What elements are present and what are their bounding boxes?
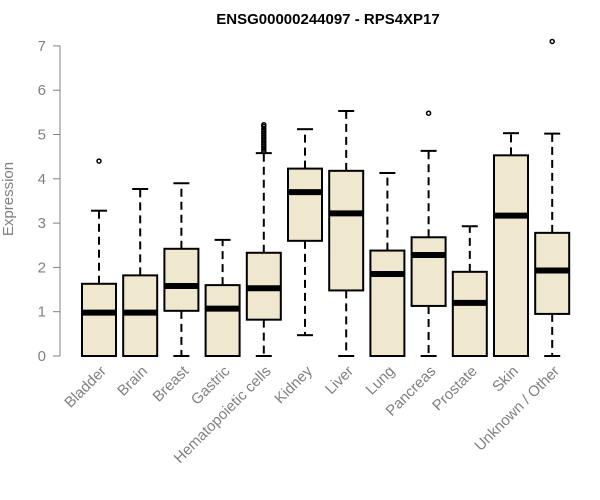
- y-tick-label-3: 3: [38, 215, 46, 232]
- y-tick-label-6: 6: [38, 82, 46, 99]
- outlier-point: [261, 122, 267, 128]
- box-body: [369, 249, 406, 357]
- box-unknown-other: [534, 38, 571, 357]
- box-brain: [122, 187, 159, 357]
- x-tick-label-lung: Lung: [363, 363, 399, 399]
- box-hematopoietic-cells: [245, 122, 282, 357]
- x-tick-label-liver: Liver: [322, 363, 357, 398]
- box-body: [163, 247, 200, 312]
- outlier-point: [96, 158, 102, 164]
- y-tick-label-2: 2: [38, 259, 46, 276]
- x-tick-label-bladder: Bladder: [61, 363, 110, 412]
- box-body: [81, 282, 117, 357]
- box-body: [328, 169, 365, 292]
- y-tick-label-5: 5: [38, 127, 46, 144]
- box-body: [451, 270, 488, 357]
- box-body: [122, 274, 159, 357]
- x-tick-label-breast: Breast: [150, 362, 193, 405]
- x-tick-label-skin: Skin: [489, 363, 522, 396]
- outlier-point: [549, 38, 555, 45]
- y-tick-label-7: 7: [38, 38, 46, 55]
- outlier-point: [425, 110, 432, 116]
- y-tick-label-1: 1: [38, 304, 46, 321]
- x-tick-label-prostate: Prostate: [429, 363, 481, 415]
- y-axis-label: Expression: [0, 162, 17, 236]
- y-axis: 0 1 2 3 4 5 6 7: [38, 38, 61, 365]
- outlier-point: [261, 128, 267, 135]
- box-lung: [369, 172, 406, 357]
- box-kidney: [287, 128, 323, 337]
- box-body: [493, 154, 529, 357]
- box-series: [81, 38, 571, 357]
- chart-title: ENSG00000244097 - RPS4XP17: [216, 11, 439, 28]
- box-body: [287, 167, 323, 242]
- y-tick-label-4: 4: [38, 171, 46, 188]
- box-skin: [493, 132, 529, 357]
- box-liver: [328, 110, 365, 357]
- box-breast: [163, 182, 200, 357]
- box-body: [410, 236, 447, 307]
- box-body: [204, 284, 241, 357]
- y-tick-label-0: 0: [38, 348, 46, 365]
- x-tick-label-brain: Brain: [114, 363, 151, 400]
- box-pancreas: [410, 110, 447, 357]
- box-prostate: [451, 225, 488, 357]
- box-bladder: [81, 158, 117, 357]
- x-tick-label-kidney: Kidney: [271, 362, 316, 407]
- box-gastric: [204, 238, 241, 357]
